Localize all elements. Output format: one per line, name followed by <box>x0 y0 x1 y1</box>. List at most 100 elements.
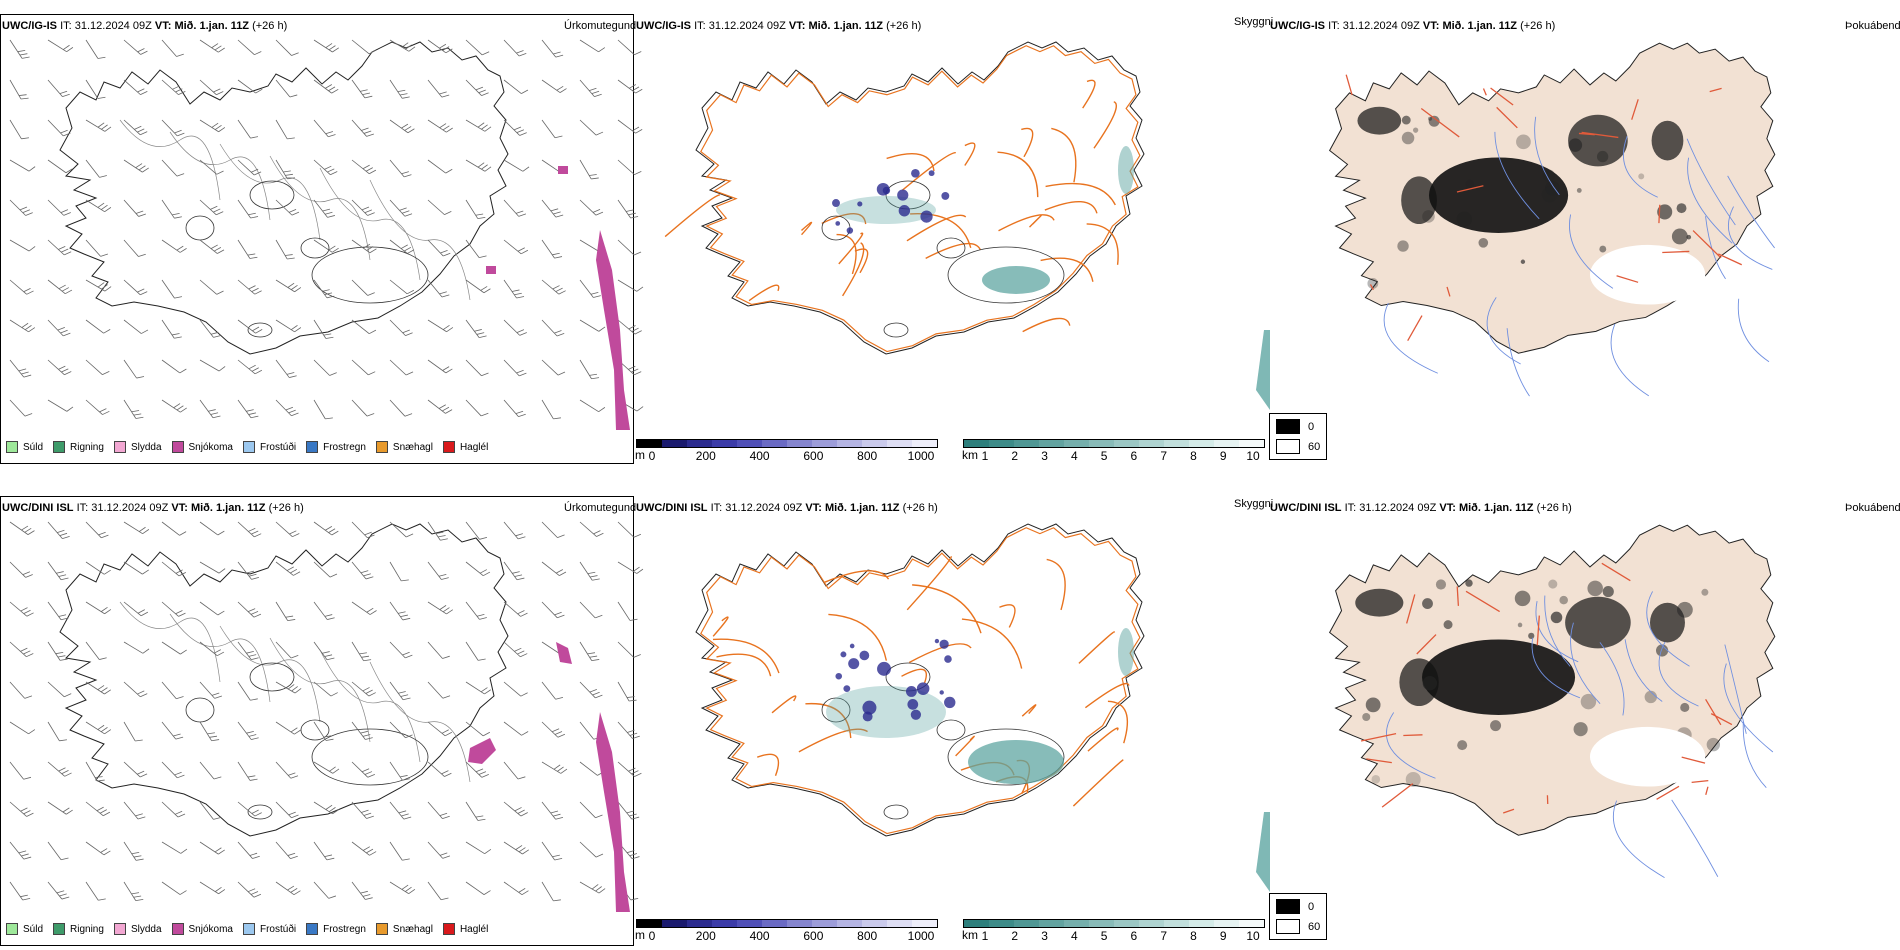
wind-barb <box>237 279 262 295</box>
road <box>1021 127 1034 158</box>
wind-barb <box>427 841 451 859</box>
barb-flag <box>518 52 527 57</box>
wind-barb <box>199 279 224 295</box>
barb-flag <box>632 735 640 739</box>
barb-staff <box>503 319 521 336</box>
wind-barb <box>9 761 32 780</box>
fog-cell <box>1676 203 1687 214</box>
barb-staff <box>9 521 29 535</box>
barb-flag <box>327 215 335 218</box>
barb-flag <box>97 282 105 288</box>
wind-barb <box>161 79 186 95</box>
legend-swatch <box>442 441 455 453</box>
barb-flag <box>325 738 334 741</box>
barb-flag <box>402 617 411 621</box>
wind-barb <box>85 641 107 660</box>
barb-flag <box>554 731 563 735</box>
barb-flag <box>359 652 367 655</box>
barb-flag <box>133 895 142 898</box>
barb-staff <box>85 359 103 375</box>
wind-barb <box>47 521 70 540</box>
colorbar-tick-label: 2 <box>1011 449 1019 463</box>
barb-flag <box>404 126 412 131</box>
barb-staff <box>503 399 519 417</box>
barb-flag <box>104 689 111 695</box>
barb-flag <box>514 647 522 652</box>
barb-flag <box>329 766 336 772</box>
barb-flag <box>400 694 409 697</box>
barb-flag <box>595 694 603 699</box>
barb-flag <box>208 409 216 412</box>
barb-flag <box>555 214 564 218</box>
fog-cell <box>1676 601 1693 618</box>
barb-flag <box>58 767 66 772</box>
road <box>1021 704 1037 717</box>
wind-barb <box>541 39 564 58</box>
barb-flag <box>631 327 639 332</box>
glacier-outline <box>936 237 966 259</box>
barb-flag <box>207 732 215 735</box>
barb-flag <box>64 251 72 256</box>
barb-flag <box>250 415 259 419</box>
barb-flag <box>402 329 410 334</box>
wind-barb <box>47 881 70 900</box>
wind-barb <box>237 881 262 898</box>
wind-barb <box>541 239 563 259</box>
wind-barb <box>199 841 225 855</box>
barb-staff <box>617 159 635 175</box>
barb-staff <box>617 199 631 219</box>
road <box>828 613 888 661</box>
barb-flag <box>23 609 31 614</box>
barb-flag <box>332 247 339 253</box>
barb-staff <box>199 279 217 295</box>
barb-flag <box>401 813 409 817</box>
barb-flag <box>133 855 142 858</box>
barb-flag <box>402 210 410 214</box>
wind-barb <box>351 359 376 376</box>
barb-flag <box>368 371 376 376</box>
wind-barb <box>617 801 640 820</box>
barb-flag <box>287 137 295 140</box>
barb-staff <box>541 319 558 337</box>
road <box>961 618 1023 669</box>
fog-legend-swatch <box>1276 899 1300 914</box>
wind-barb <box>313 641 335 661</box>
fog-cell <box>1490 720 1502 732</box>
barb-flag <box>218 568 226 574</box>
wind-barb <box>427 279 450 298</box>
barb-flag <box>365 167 373 172</box>
road <box>1718 253 1743 266</box>
it-value: 31.12.2024 09Z <box>708 20 786 32</box>
barb-flag <box>291 52 299 56</box>
fog-indicator-area <box>1401 176 1437 225</box>
barb-flag <box>131 851 140 855</box>
barb-staff <box>503 159 524 172</box>
barb-staff <box>123 39 141 55</box>
wind-barb <box>85 119 112 132</box>
barb-staff <box>579 199 597 216</box>
legend-label: Slydda <box>130 923 162 935</box>
barb-flag <box>591 884 599 890</box>
barb-flag <box>287 885 295 891</box>
wind-barb <box>541 841 563 861</box>
wind-barb <box>579 801 603 819</box>
legend-label: Snjókoma <box>188 923 233 935</box>
iceland-map-cloud-visibility <box>695 523 1270 892</box>
barb-flag <box>142 167 149 173</box>
wind-barb <box>351 279 375 296</box>
barb-flag <box>19 206 28 211</box>
barb-flag <box>250 136 259 139</box>
barb-flag <box>213 88 221 93</box>
barb-flag <box>28 327 36 333</box>
barb-flag <box>629 618 638 621</box>
barb-flag <box>137 128 145 133</box>
colorbar-tick-label: 2 <box>1011 929 1019 943</box>
barb-flag <box>176 696 184 700</box>
barb-flag <box>137 288 145 293</box>
barb-flag <box>60 209 69 213</box>
barb-flag <box>442 855 451 859</box>
glacier-outline <box>300 237 330 259</box>
barb-staff <box>541 681 556 700</box>
wind-barb <box>9 601 34 617</box>
barb-flag <box>398 810 407 814</box>
